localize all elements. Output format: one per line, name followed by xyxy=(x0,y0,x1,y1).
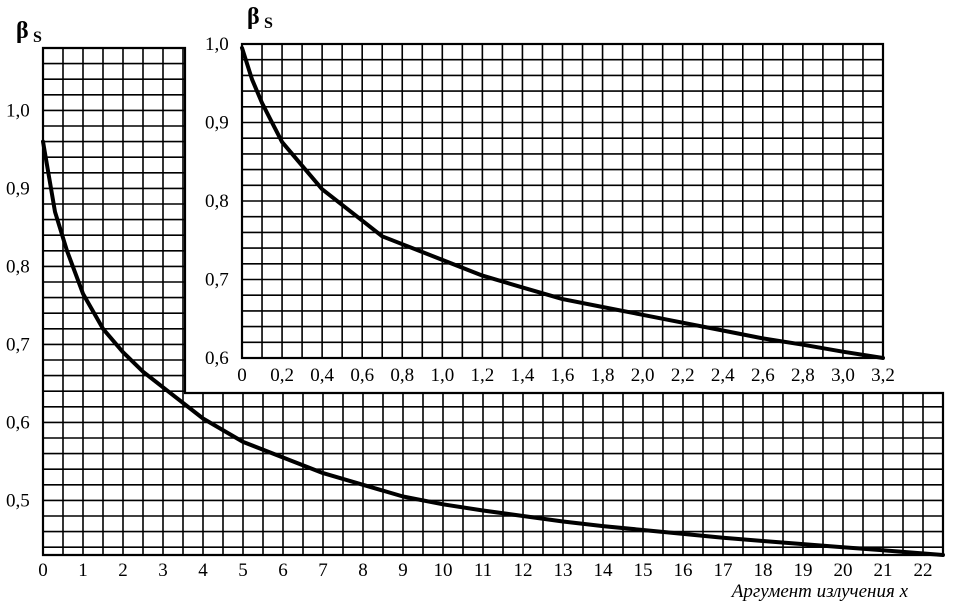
inset-y-axis-label-subscript: S xyxy=(264,15,273,32)
inset-plot-frame xyxy=(240,42,885,360)
inset-y-tick-label: 1,0 xyxy=(205,34,229,55)
main-x-tick-label: 10 xyxy=(434,560,453,581)
main-x-tick-label: 16 xyxy=(674,560,693,581)
inset-x-tick-label: 2,4 xyxy=(711,365,735,386)
inset-x-tick-label: 1,8 xyxy=(591,365,615,386)
main-x-tick-label: 17 xyxy=(714,560,733,581)
inset-y-tick-label: 0,6 xyxy=(205,348,229,369)
inset-x-tick-label: 0,6 xyxy=(350,365,374,386)
main-x-tick-label: 2 xyxy=(118,560,128,581)
main-y-tick-label: 0,7 xyxy=(6,334,30,355)
main-x-tick-label: 8 xyxy=(358,560,368,581)
inset-x-tick-label: 2,2 xyxy=(671,365,695,386)
main-x-tick-label: 20 xyxy=(834,560,853,581)
main-x-tick-label: 19 xyxy=(794,560,813,581)
inset-x-tick-label: 1,0 xyxy=(430,365,454,386)
main-x-axis-label: Аргумент излучения x xyxy=(730,581,909,602)
inset-x-tick-label: 3,0 xyxy=(831,365,855,386)
main-x-tick-label: 7 xyxy=(318,560,328,581)
inset-x-tick-label: 0,8 xyxy=(390,365,414,386)
main-y-tick-label: 0,9 xyxy=(6,178,30,199)
main-x-tick-label: 14 xyxy=(594,560,614,581)
main-y-tick-label: 0,8 xyxy=(6,256,30,277)
main-x-tick-label: 12 xyxy=(514,560,533,581)
main-x-tick-label: 9 xyxy=(398,560,408,581)
main-x-tick-label: 6 xyxy=(278,560,288,581)
main-x-tick-label: 22 xyxy=(914,560,933,581)
inset-x-tick-label: 1,4 xyxy=(511,365,535,386)
main-x-tick-label: 4 xyxy=(198,560,208,581)
main-x-tick-label: 11 xyxy=(474,560,492,581)
main-x-tick-label: 21 xyxy=(874,560,893,581)
main-x-tick-label: 3 xyxy=(158,560,168,581)
main-x-tick-label: 15 xyxy=(634,560,653,581)
main-y-axis-label: β xyxy=(16,18,29,44)
inset-series-line xyxy=(240,45,885,360)
main-x-tick-label: 18 xyxy=(754,560,773,581)
main-x-tick-label: 0 xyxy=(38,560,48,581)
inset-x-tick-label: 0,2 xyxy=(270,365,294,386)
inset-y-tick-label: 0,9 xyxy=(205,113,229,134)
main-y-tick-label: 0,5 xyxy=(6,490,30,511)
inset-x-tick-label: 2,6 xyxy=(751,365,775,386)
inset-x-tick-label: 1,6 xyxy=(551,365,575,386)
inset-y-axis-label: β xyxy=(247,4,260,30)
inset-x-tick-label: 1,2 xyxy=(471,365,495,386)
main-y-tick-label: 1,0 xyxy=(6,100,30,121)
main-x-tick-label: 13 xyxy=(554,560,573,581)
inset-y-tick-label: 0,8 xyxy=(205,191,229,212)
main-y-tick-label: 0,6 xyxy=(6,412,30,433)
main-y-axis-label-subscript: S xyxy=(33,29,42,46)
main-x-tick-label: 5 xyxy=(238,560,248,581)
main-x-tick-label: 1 xyxy=(78,560,88,581)
inset-x-tick-label: 0 xyxy=(237,365,247,386)
inset-x-tick-label: 3,2 xyxy=(871,365,895,386)
inset-grid xyxy=(240,42,885,360)
main-series-line xyxy=(41,139,945,557)
main-plot-frame xyxy=(41,46,945,557)
inset-x-tick-label: 2,0 xyxy=(631,365,655,386)
inset-y-tick-label: 0,7 xyxy=(205,270,229,291)
inset-x-tick-label: 2,8 xyxy=(791,365,815,386)
inset-x-tick-label: 0,4 xyxy=(310,365,334,386)
